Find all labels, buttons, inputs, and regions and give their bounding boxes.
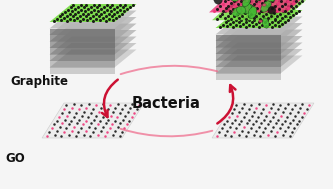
- Ellipse shape: [248, 4, 256, 15]
- FancyArrowPatch shape: [217, 85, 235, 123]
- Ellipse shape: [248, 7, 257, 19]
- Ellipse shape: [236, 6, 246, 14]
- Polygon shape: [212, 0, 306, 20]
- Polygon shape: [50, 67, 115, 74]
- FancyArrowPatch shape: [121, 66, 217, 74]
- Polygon shape: [215, 23, 302, 41]
- Polygon shape: [215, 47, 280, 54]
- Polygon shape: [50, 17, 137, 35]
- Ellipse shape: [264, 0, 275, 2]
- Polygon shape: [215, 10, 302, 28]
- Ellipse shape: [229, 0, 239, 2]
- Polygon shape: [50, 36, 137, 54]
- FancyArrowPatch shape: [121, 129, 212, 136]
- Polygon shape: [215, 29, 302, 47]
- Polygon shape: [50, 30, 137, 48]
- Ellipse shape: [214, 0, 222, 4]
- Polygon shape: [50, 61, 115, 67]
- Ellipse shape: [232, 8, 241, 16]
- Polygon shape: [50, 4, 137, 22]
- Polygon shape: [212, 103, 314, 138]
- Polygon shape: [50, 35, 115, 42]
- Polygon shape: [50, 11, 137, 29]
- Ellipse shape: [262, 3, 266, 6]
- Ellipse shape: [268, 6, 276, 14]
- Polygon shape: [50, 43, 137, 61]
- Polygon shape: [50, 42, 115, 48]
- Polygon shape: [209, 0, 309, 12]
- Ellipse shape: [242, 0, 250, 6]
- Text: Bacteria: Bacteria: [132, 95, 200, 111]
- Polygon shape: [215, 67, 280, 74]
- Polygon shape: [50, 29, 115, 35]
- Polygon shape: [215, 60, 280, 67]
- Ellipse shape: [258, 20, 262, 23]
- Polygon shape: [215, 74, 280, 80]
- Polygon shape: [215, 56, 302, 74]
- Ellipse shape: [254, 0, 263, 1]
- Ellipse shape: [270, 0, 276, 2]
- FancyArrowPatch shape: [102, 80, 118, 117]
- Polygon shape: [50, 54, 115, 61]
- Text: GO: GO: [5, 152, 25, 164]
- Polygon shape: [50, 48, 115, 54]
- Polygon shape: [50, 50, 137, 67]
- Polygon shape: [215, 36, 302, 54]
- Text: Graphite: Graphite: [10, 75, 68, 88]
- Polygon shape: [215, 43, 302, 60]
- Polygon shape: [42, 103, 144, 138]
- Ellipse shape: [261, 1, 271, 12]
- Polygon shape: [50, 23, 137, 42]
- Ellipse shape: [241, 2, 251, 14]
- Ellipse shape: [262, 18, 269, 28]
- Polygon shape: [215, 41, 280, 47]
- Polygon shape: [215, 54, 280, 60]
- Polygon shape: [215, 16, 302, 35]
- Polygon shape: [215, 35, 280, 41]
- Polygon shape: [215, 49, 302, 67]
